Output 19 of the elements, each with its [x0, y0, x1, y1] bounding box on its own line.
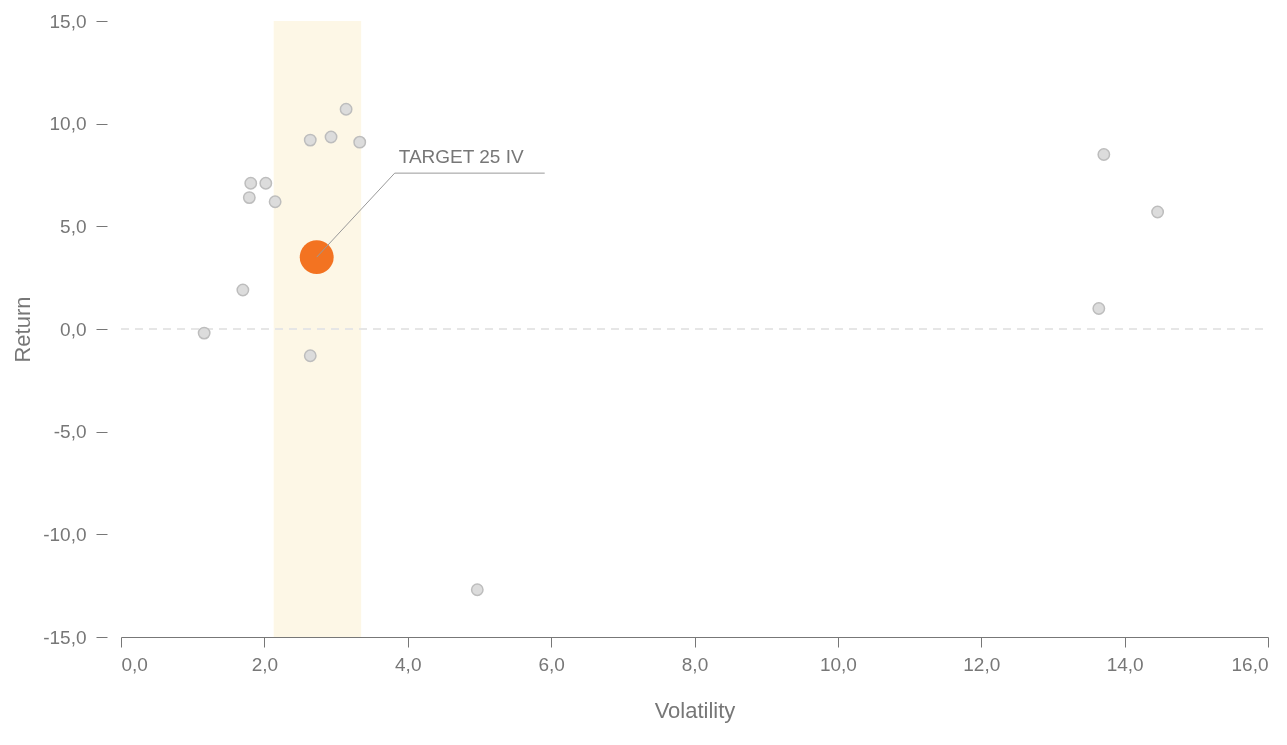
x-tick-label: 16,0 — [1231, 653, 1269, 675]
y-tick-label: 15,0 — [49, 10, 87, 32]
x-tick-label: 14,0 — [1106, 653, 1144, 675]
y-tick-label: -15,0 — [43, 626, 87, 648]
x-tick-label: 0,0 — [121, 653, 148, 675]
y-tick-label: -10,0 — [43, 523, 87, 545]
annotation: TARGET 25 IV — [398, 146, 524, 168]
y-tick-label: 10,0 — [49, 113, 87, 135]
y-tick-label: 0,0 — [60, 318, 87, 340]
x-tick-label: 10,0 — [819, 653, 857, 675]
x-tick-label: 12,0 — [963, 653, 1001, 675]
y-axis-title: Return — [10, 296, 36, 363]
y-tick-label: -5,0 — [53, 421, 87, 443]
x-tick-label: 8,0 — [681, 653, 709, 675]
x-tick-label: 4,0 — [395, 653, 422, 675]
y-tick-label: 5,0 — [60, 215, 87, 237]
x-tick-label: 6,0 — [538, 653, 565, 675]
x-tick-label: 2,0 — [251, 653, 279, 675]
x-axis-title: Volatility — [654, 697, 736, 723]
